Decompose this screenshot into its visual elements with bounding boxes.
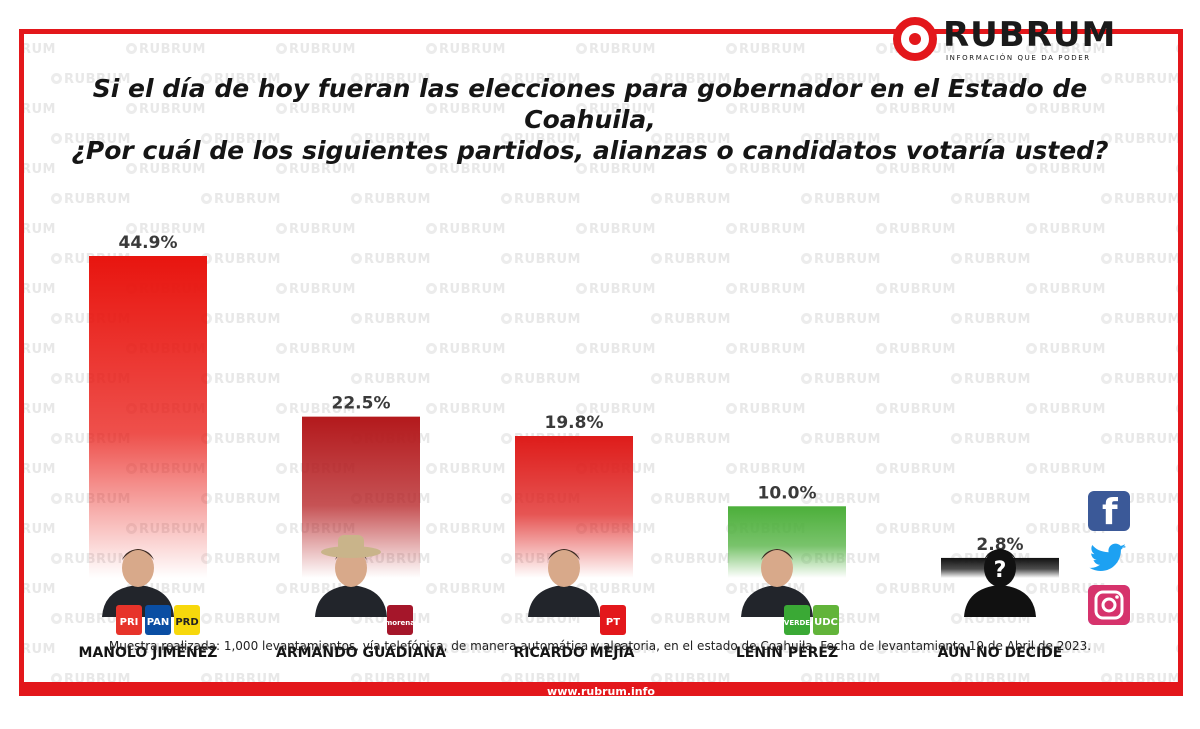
logo-tagline: INFORMACIÓN QUE DA PODER (946, 54, 1091, 62)
svg-text:morena: morena (385, 619, 415, 627)
svg-text:PAN: PAN (147, 617, 170, 628)
party-badge-verde: VERDE (784, 605, 810, 635)
logo-name: RUBRUM (943, 15, 1117, 55)
site-url[interactable]: www.rubrum.info (547, 685, 655, 698)
logo-ring-icon (893, 17, 937, 61)
methodology-note: Muestra realizada: 1,000 levantamientos,… (108, 639, 1092, 653)
value-label: 22.5% (332, 394, 391, 414)
footer-bar: www.rubrum.info (19, 682, 1183, 698)
category-label: LENIN PÉREZ (736, 644, 838, 661)
value-label: 10.0% (758, 483, 817, 503)
svg-text:?: ? (994, 558, 1007, 583)
instagram-icon[interactable] (1088, 585, 1130, 625)
svg-text:PRI: PRI (120, 617, 139, 628)
undecided-silhouette-icon: ? (964, 549, 1036, 617)
brand-logo: RUBRUM INFORMACIÓN QUE DA PODER (893, 15, 1123, 65)
party-badge-prd: PRD (174, 605, 200, 635)
value-label: 19.8% (545, 413, 604, 433)
party-badge-pt: PT (600, 605, 626, 635)
value-label: 44.9% (119, 233, 178, 253)
party-badge-pri: PRI (116, 605, 142, 635)
category-label: AÚN NO DECIDE (938, 643, 1063, 661)
category-label: ARMANDO GUADIANA (276, 645, 446, 661)
category-label: MANOLO JIMÉNEZ (79, 644, 218, 661)
svg-text:UDC: UDC (814, 617, 838, 628)
party-badge-udc: UDC (813, 605, 839, 635)
poll-question-line2: ¿Por cuál de los siguientes partidos, al… (71, 136, 1109, 165)
party-badge-morena: morena (385, 605, 415, 635)
facebook-icon[interactable]: f (1088, 491, 1130, 533)
twitter-icon[interactable] (1088, 538, 1130, 578)
svg-text:PRD: PRD (175, 617, 198, 628)
category-label: RICARDO MEJÍA (513, 644, 634, 661)
candidate-photo (315, 535, 387, 617)
svg-text:PT: PT (606, 617, 620, 628)
svg-text:VERDE: VERDE (784, 619, 810, 627)
poll-question: Si el día de hoy fueran las elecciones p… (60, 73, 1120, 166)
value-label: 2.8% (976, 535, 1023, 555)
poll-question-line1: Si el día de hoy fueran las elecciones p… (92, 74, 1088, 134)
party-badge-pan: PAN (145, 605, 171, 635)
bar-0 (89, 256, 207, 578)
candidate-photo (528, 549, 600, 617)
